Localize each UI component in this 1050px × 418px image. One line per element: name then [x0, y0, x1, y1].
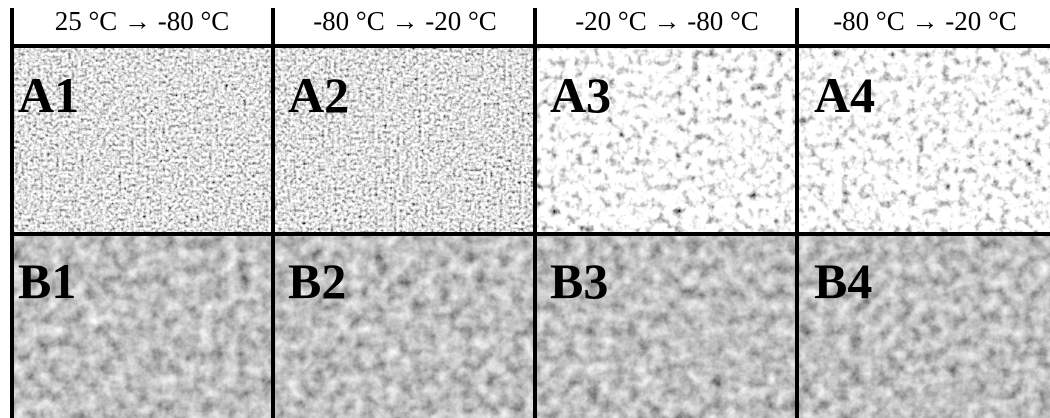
- panel-label: A1: [18, 67, 79, 123]
- column-header: -80 °C → -20 °C: [313, 6, 497, 36]
- panel-label: B1: [18, 253, 76, 309]
- panel-label: A4: [814, 67, 875, 123]
- column-header: 25 °C → -80 °C: [55, 6, 230, 36]
- panel-label: A2: [288, 67, 349, 123]
- panel-label: B4: [814, 253, 872, 309]
- panel-label: B3: [550, 253, 608, 309]
- figure: 25 °C → -80 °C -80 °C → -20 °C -20 °C → …: [0, 0, 1050, 418]
- panel-label: A3: [550, 67, 611, 123]
- column-header: -20 °C → -80 °C: [575, 6, 759, 36]
- column-header: -80 °C → -20 °C: [833, 6, 1017, 36]
- panel-label: B2: [288, 253, 346, 309]
